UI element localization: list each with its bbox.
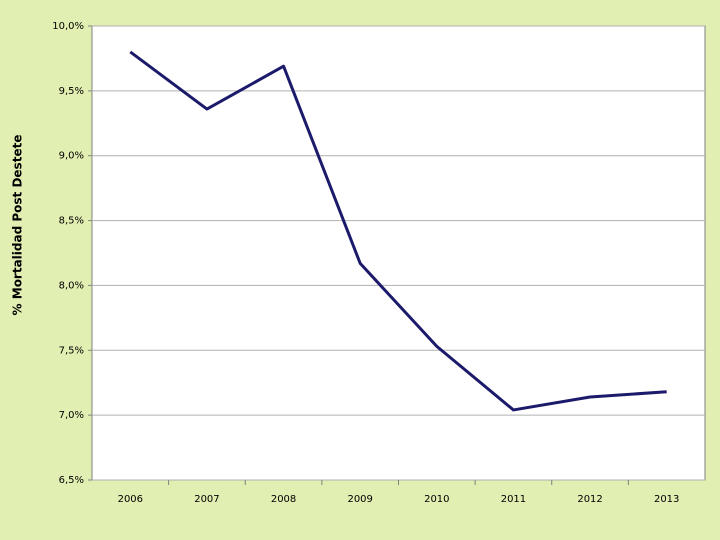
x-tick-label: 2006 bbox=[118, 494, 143, 505]
x-tick-label: 2013 bbox=[654, 494, 679, 505]
y-tick-label: 7,0% bbox=[59, 410, 84, 421]
y-tick-label: 9,0% bbox=[59, 151, 84, 162]
x-tick-label: 2012 bbox=[577, 494, 602, 505]
x-tick-label: 2011 bbox=[501, 494, 526, 505]
y-tick-label: 10,0% bbox=[52, 21, 84, 32]
x-tick-label: 2010 bbox=[424, 494, 449, 505]
x-tick-label: 2007 bbox=[194, 494, 219, 505]
line bbox=[129, 50, 667, 412]
y-tick-label: 8,0% bbox=[59, 280, 84, 291]
y-axis-label: % Mortalidad Post Destete bbox=[11, 135, 25, 316]
plot-area bbox=[91, 25, 706, 481]
x-tick-label: 2009 bbox=[347, 494, 372, 505]
y-tick-label: 9,5% bbox=[59, 86, 84, 97]
y-tick-label: 8,5% bbox=[59, 216, 84, 227]
y-tick-label: 7,5% bbox=[59, 345, 84, 356]
x-tick-label: 2008 bbox=[271, 494, 296, 505]
y-tick-label: 6,5% bbox=[59, 475, 84, 486]
